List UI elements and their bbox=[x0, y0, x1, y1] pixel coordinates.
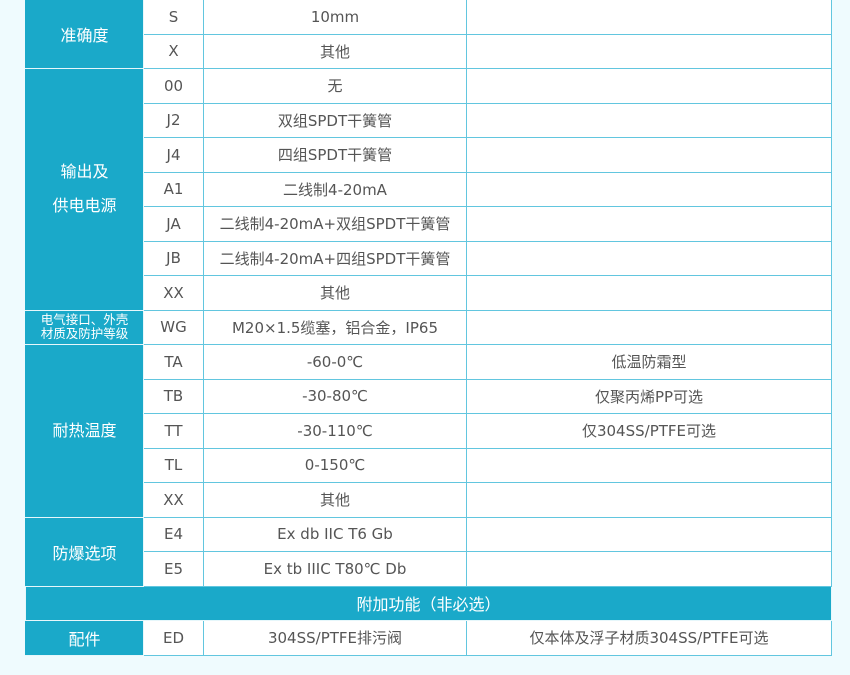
code-cell: ED bbox=[143, 620, 204, 656]
code-cell: XX bbox=[143, 275, 204, 311]
code-cell: E5 bbox=[143, 551, 204, 587]
description-cell: 其他 bbox=[203, 482, 467, 518]
category-cell: 耐热温度 bbox=[25, 344, 144, 518]
additional-header: 附加功能（非必选） bbox=[25, 585, 832, 621]
table-row: XX 其他 bbox=[26, 482, 832, 518]
table-row: J4 四组SPDT干簧管 bbox=[26, 137, 832, 173]
table-row: 配件 ED 304SS/PTFE排污阀 仅本体及浮子材质304SS/PTFE可选 bbox=[25, 620, 832, 656]
description-cell: 0-150℃ bbox=[203, 447, 467, 483]
code-cell: JA bbox=[143, 206, 204, 242]
category-cell: 准确度 bbox=[25, 0, 144, 69]
note-cell bbox=[466, 137, 832, 173]
description-cell: 304SS/PTFE排污阀 bbox=[203, 620, 467, 656]
table-row: TB -30-80℃ 仅聚丙烯PP可选 bbox=[26, 378, 832, 414]
note-cell bbox=[466, 68, 832, 104]
table-row: 输出及 供电电源 00 无 bbox=[25, 68, 832, 311]
description-cell: M20×1.5缆塞，铝合金，IP65 bbox=[203, 309, 467, 345]
note-cell bbox=[466, 33, 832, 69]
table-row: X 其他 bbox=[26, 33, 832, 69]
table-row: J2 双组SPDT干簧管 bbox=[26, 102, 832, 138]
table-row: 防爆选项 E4 Ex db IIC T6 Gb bbox=[25, 516, 832, 587]
code-cell: XX bbox=[143, 482, 204, 518]
code-cell: TL bbox=[143, 447, 204, 483]
note-cell: 低温防霜型 bbox=[466, 344, 832, 380]
description-cell: -60-0℃ bbox=[203, 344, 467, 380]
code-cell: 00 bbox=[143, 68, 204, 104]
description-cell: 10mm bbox=[203, 0, 467, 35]
note-cell bbox=[466, 206, 832, 242]
note-cell: 仅本体及浮子材质304SS/PTFE可选 bbox=[466, 620, 832, 656]
table-row: A1 二线制4-20mA bbox=[26, 171, 832, 207]
description-cell: Ex db IIC T6 Gb bbox=[203, 516, 467, 552]
note-cell bbox=[466, 447, 832, 483]
category-cell: 防爆选项 bbox=[25, 516, 144, 587]
description-cell: 四组SPDT干簧管 bbox=[203, 137, 467, 173]
note-cell bbox=[466, 482, 832, 518]
code-cell: TT bbox=[143, 413, 204, 449]
table-row: JB 二线制4-20mA+四组SPDT干簧管 bbox=[26, 240, 832, 276]
description-cell: 二线制4-20mA+双组SPDT干簧管 bbox=[203, 206, 467, 242]
table-row: 电气接口、外壳 材质及防护等级 WG M20×1.5缆塞，铝合金，IP65 bbox=[25, 309, 832, 345]
table-row: TL 0-150℃ bbox=[26, 447, 832, 483]
note-cell bbox=[466, 0, 832, 35]
description-cell: 其他 bbox=[203, 275, 467, 311]
description-cell: 双组SPDT干簧管 bbox=[203, 102, 467, 138]
description-cell: -30-110℃ bbox=[203, 413, 467, 449]
note-cell bbox=[466, 102, 832, 138]
note-cell bbox=[466, 275, 832, 311]
table-row: TT -30-110℃ 仅304SS/PTFE可选 bbox=[26, 413, 832, 449]
code-cell: J4 bbox=[143, 137, 204, 173]
note-cell bbox=[466, 309, 832, 345]
code-cell: TB bbox=[143, 378, 204, 414]
category-cell: 输出及 供电电源 bbox=[25, 68, 144, 311]
description-cell: Ex tb IIIC T80℃ Db bbox=[203, 551, 467, 587]
table-row: XX 其他 bbox=[26, 275, 832, 311]
table-row: E5 Ex tb IIIC T80℃ Db bbox=[26, 551, 832, 587]
description-cell: -30-80℃ bbox=[203, 378, 467, 414]
note-cell bbox=[466, 516, 832, 552]
description-cell: 二线制4-20mA bbox=[203, 171, 467, 207]
code-cell: X bbox=[143, 33, 204, 69]
note-cell: 仅304SS/PTFE可选 bbox=[466, 413, 832, 449]
code-cell: E4 bbox=[143, 516, 204, 552]
code-cell: WG bbox=[143, 309, 204, 345]
code-cell: J2 bbox=[143, 102, 204, 138]
table-row: 准确度 S 10mm bbox=[25, 0, 832, 69]
table-row: JA 二线制4-20mA+双组SPDT干簧管 bbox=[26, 206, 832, 242]
code-cell: S bbox=[143, 0, 204, 35]
category-cell: 配件 bbox=[25, 620, 144, 656]
table-row: 耐热温度 TA -60-0℃ 低温防霜型 bbox=[25, 344, 832, 518]
spec-table: 准确度 S 10mm X 其他 输出及 供电电源 00 无 J2 双组SPDT干簧管 J4 四组SPD… bbox=[25, 0, 832, 656]
code-cell: A1 bbox=[143, 171, 204, 207]
note-cell: 仅聚丙烯PP可选 bbox=[466, 378, 832, 414]
code-cell: TA bbox=[143, 344, 204, 380]
description-cell: 二线制4-20mA+四组SPDT干簧管 bbox=[203, 240, 467, 276]
description-cell: 无 bbox=[203, 68, 467, 104]
description-cell: 其他 bbox=[203, 33, 467, 69]
note-cell bbox=[466, 171, 832, 207]
category-cell: 电气接口、外壳 材质及防护等级 bbox=[25, 309, 144, 345]
note-cell bbox=[466, 551, 832, 587]
note-cell bbox=[466, 240, 832, 276]
code-cell: JB bbox=[143, 240, 204, 276]
